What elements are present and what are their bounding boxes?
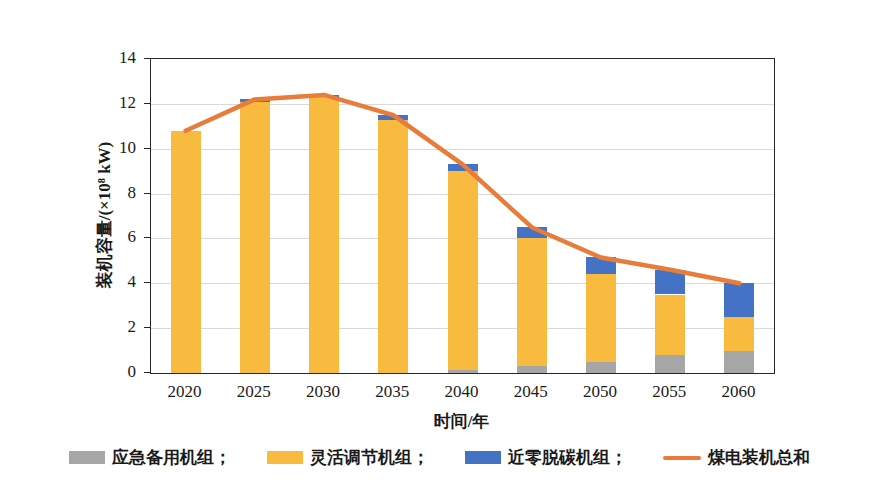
y-tick-label-4: 4 bbox=[96, 272, 136, 292]
y-tick-8 bbox=[144, 193, 150, 194]
legend-bar-swatch-icon bbox=[69, 451, 105, 464]
total-line bbox=[186, 95, 740, 283]
legend-label-1: 灵活调节机组； bbox=[310, 446, 429, 469]
x-tick-label-2035: 2035 bbox=[357, 382, 427, 402]
legend-bar-swatch-icon bbox=[267, 451, 303, 464]
legend-label-3: 煤电装机总和 bbox=[708, 446, 810, 469]
legend-item-3: 煤电装机总和 bbox=[663, 446, 810, 469]
x-tick-label-2055: 2055 bbox=[634, 382, 704, 402]
y-axis-title: 装机容量/(×10⁸ kW) bbox=[93, 142, 116, 289]
legend-label-2: 近零脱碳机组； bbox=[508, 446, 627, 469]
x-tick-label-2050: 2050 bbox=[565, 382, 635, 402]
legend: 应急备用机组； 灵活调节机组； 近零脱碳机组； 煤电装机总和 bbox=[0, 446, 879, 469]
legend-bar-swatch-icon bbox=[465, 451, 501, 464]
plot-area bbox=[150, 58, 775, 374]
y-tick-12 bbox=[144, 103, 150, 104]
x-tick-label-2020: 2020 bbox=[150, 382, 220, 402]
y-tick-10 bbox=[144, 148, 150, 149]
y-tick-label-8: 8 bbox=[96, 183, 136, 203]
legend-label-0: 应急备用机组； bbox=[112, 446, 231, 469]
x-axis-title: 时间/年 bbox=[150, 410, 773, 433]
coal-power-capacity-chart: 装机容量/(×10⁸ kW) 02468101214 2020202520302… bbox=[0, 0, 879, 501]
legend-item-1: 灵活调节机组； bbox=[267, 446, 429, 469]
x-tick-label-2045: 2045 bbox=[496, 382, 566, 402]
line-series-layer bbox=[151, 59, 774, 373]
y-tick-label-10: 10 bbox=[96, 138, 136, 158]
x-tick-label-2040: 2040 bbox=[427, 382, 497, 402]
x-tick-label-2030: 2030 bbox=[288, 382, 358, 402]
legend-line-swatch-icon bbox=[663, 456, 701, 460]
y-tick-label-14: 14 bbox=[96, 48, 136, 68]
y-tick-6 bbox=[144, 237, 150, 238]
y-tick-4 bbox=[144, 282, 150, 283]
y-tick-label-2: 2 bbox=[96, 317, 136, 337]
y-tick-2 bbox=[144, 327, 150, 328]
x-tick-label-2025: 2025 bbox=[219, 382, 289, 402]
x-tick-label-2060: 2060 bbox=[703, 382, 773, 402]
legend-item-0: 应急备用机组； bbox=[69, 446, 231, 469]
y-tick-label-12: 12 bbox=[96, 93, 136, 113]
y-tick-14 bbox=[144, 58, 150, 59]
legend-item-2: 近零脱碳机组； bbox=[465, 446, 627, 469]
y-tick-label-6: 6 bbox=[96, 227, 136, 247]
y-tick-label-0: 0 bbox=[96, 362, 136, 382]
y-tick-0 bbox=[144, 372, 150, 373]
